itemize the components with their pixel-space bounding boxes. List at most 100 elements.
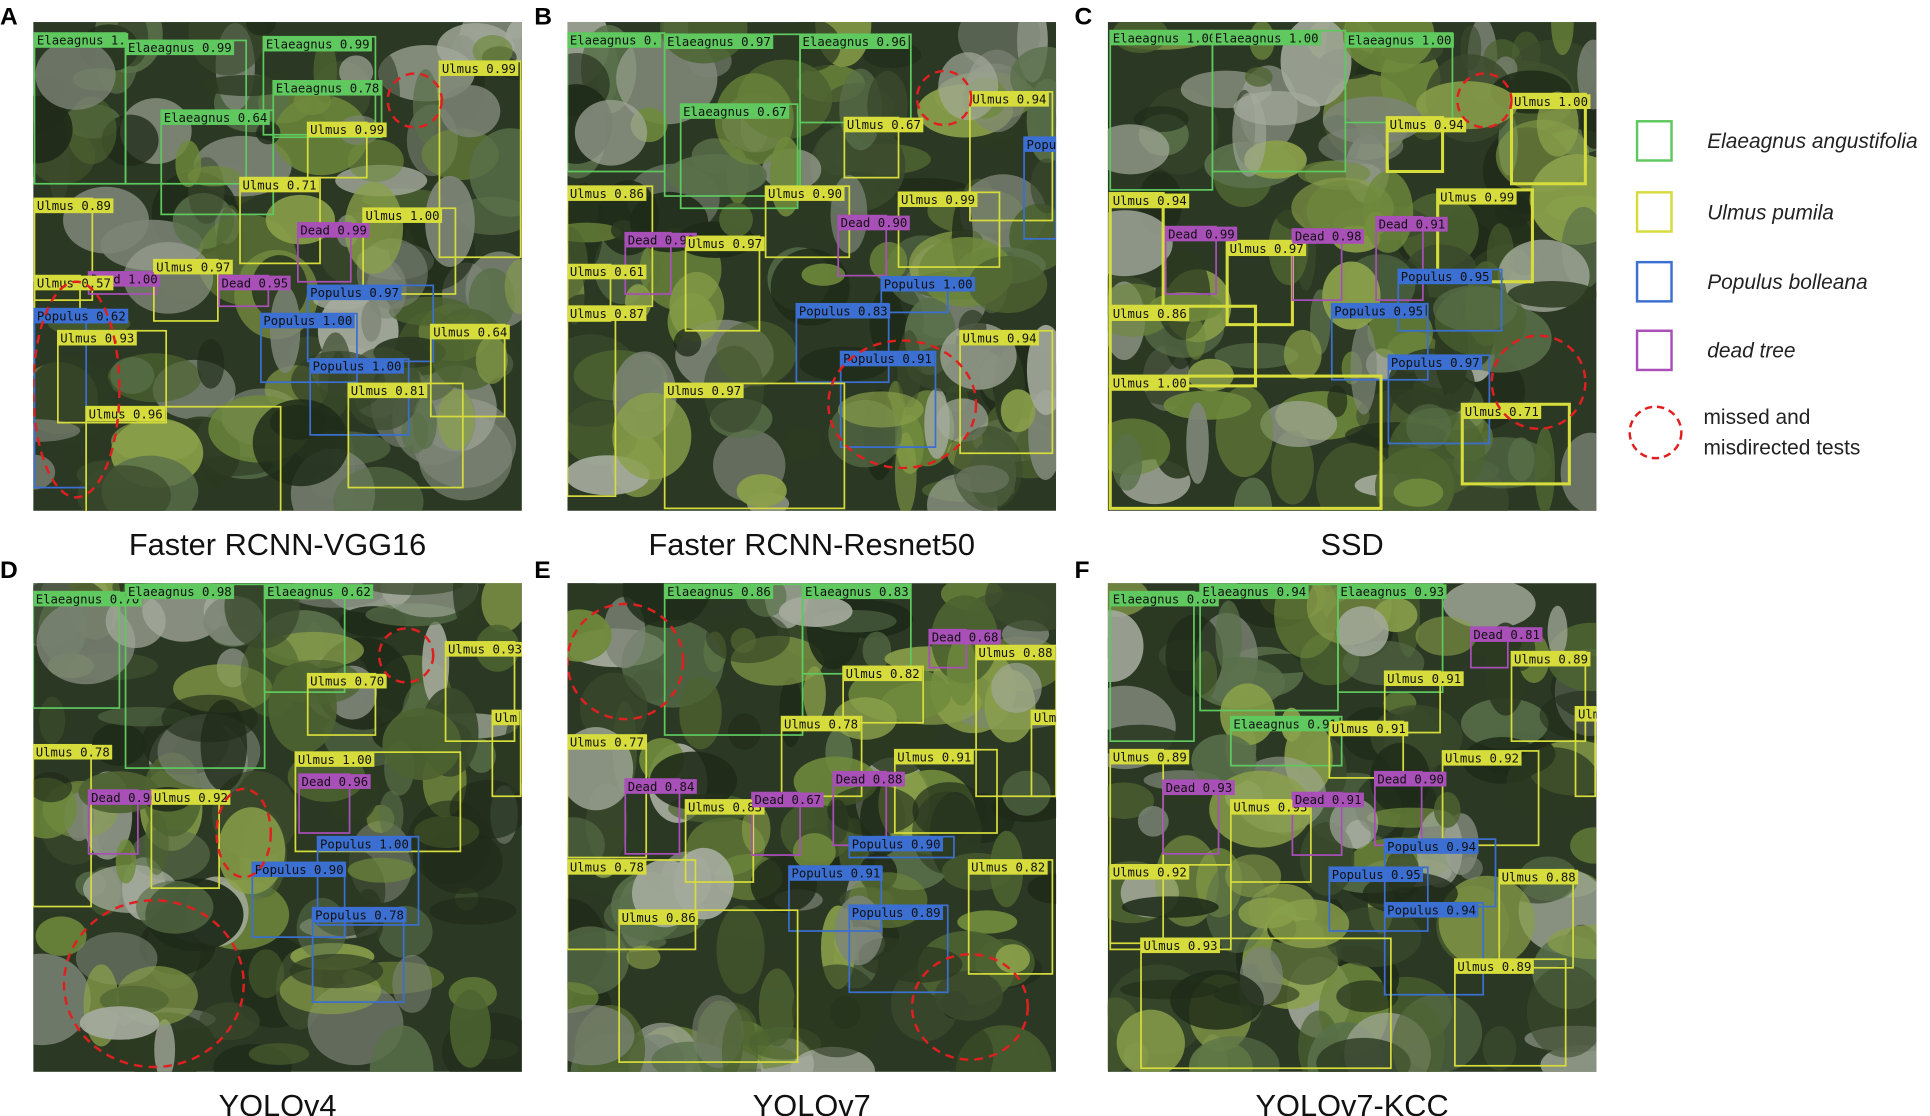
box-label: Elaeagnus 0.97 bbox=[667, 35, 771, 49]
tree-crown bbox=[1458, 856, 1483, 880]
box-label-bg bbox=[1376, 216, 1448, 232]
box-label-bg bbox=[125, 40, 235, 56]
box-label: Ulmus 0.86 bbox=[1113, 307, 1187, 321]
box-label: Populus 1.00 bbox=[313, 360, 402, 374]
tree-crown bbox=[1283, 329, 1322, 380]
tree-crown bbox=[1577, 39, 1597, 110]
tree-crown bbox=[33, 419, 81, 442]
tree-crown bbox=[985, 583, 1057, 632]
box-label: Elaeagnus 1.00 bbox=[1348, 34, 1452, 48]
box-label: Dead 0.81 bbox=[1473, 628, 1540, 642]
box-label: Ulmus 0.94 bbox=[1390, 118, 1464, 132]
panel-caption: SSD bbox=[1320, 527, 1383, 562]
box-label: Ulmus 0.81 bbox=[351, 384, 425, 398]
box-label-bg bbox=[312, 907, 407, 923]
tree-crown bbox=[1336, 606, 1389, 657]
box-label-bg bbox=[1329, 867, 1424, 883]
box-label-bg bbox=[898, 192, 978, 208]
box-label: Ulmus 0.94 bbox=[1113, 194, 1187, 208]
tree-crown bbox=[33, 454, 56, 490]
box-label: Ulmus 0.89 bbox=[1514, 652, 1588, 666]
legend-label: misdirected tests bbox=[1704, 437, 1861, 460]
box-label-bg bbox=[1388, 355, 1483, 370]
box-label-bg bbox=[1200, 584, 1309, 600]
box-label: Ulmus 0.71 bbox=[242, 178, 316, 192]
box-label: Ulmus 0.97 bbox=[156, 260, 230, 274]
detection-box bbox=[663, 382, 846, 510]
tree-crown bbox=[567, 226, 588, 299]
box-label-bg bbox=[439, 61, 519, 76]
box-label: Dead 0.67 bbox=[755, 793, 822, 807]
tree-crown bbox=[1107, 210, 1173, 277]
panel: Elaeagnus 1.Elaeagnus 0.99 Elaeagnus 0.99… bbox=[33, 22, 522, 511]
box-label: Ulm bbox=[1034, 711, 1056, 725]
box-label-bg bbox=[219, 275, 291, 291]
tree-crown bbox=[1027, 873, 1057, 904]
tree-crown bbox=[1215, 386, 1274, 478]
tree-crown bbox=[35, 39, 116, 110]
tree-crown bbox=[437, 389, 475, 451]
box-label: Ulmus 0.88 bbox=[1502, 870, 1576, 884]
box-label: Populus 1.00 bbox=[884, 278, 973, 292]
tree-crown bbox=[1225, 854, 1282, 898]
panel-caption: Faster RCNN-Resnet50 bbox=[649, 527, 976, 562]
box-label-bg bbox=[1499, 869, 1579, 885]
legend-label: missed and bbox=[1704, 406, 1811, 429]
tree-crown bbox=[240, 632, 301, 717]
tree-crown bbox=[1443, 583, 1536, 629]
box-label: Ulmus 1.00 bbox=[366, 209, 440, 223]
detection-box bbox=[618, 909, 799, 1063]
tree-crown bbox=[63, 186, 149, 254]
box-label: Ulmus 1.00 bbox=[1113, 377, 1187, 391]
box-label-bg bbox=[1442, 750, 1522, 766]
tree-crown bbox=[1433, 791, 1461, 828]
tree-crown bbox=[877, 946, 963, 983]
legend-label: Elaeagnus angustifolia bbox=[1707, 130, 1917, 153]
box-label: Elaeagnus 1.00 bbox=[1113, 31, 1217, 45]
tree-crown bbox=[504, 715, 522, 794]
box-label-bg bbox=[881, 276, 976, 292]
tree-crown bbox=[39, 696, 66, 744]
box-label-bg bbox=[664, 584, 774, 600]
box-label-bg bbox=[929, 629, 1001, 645]
box-label: Ulmus 0.92 bbox=[154, 791, 228, 805]
box-label: Ulmus 0.87 bbox=[570, 307, 644, 321]
box-label: Elaeagnus 0. bbox=[570, 34, 659, 48]
tree-crown bbox=[778, 595, 853, 627]
missed-detection-circle bbox=[910, 953, 1030, 1061]
tree-crown bbox=[1507, 281, 1597, 308]
box-label-bg bbox=[1110, 193, 1190, 209]
tree-crown bbox=[412, 396, 437, 450]
tree-crown bbox=[362, 583, 464, 596]
legend-missed-icon bbox=[1628, 405, 1683, 460]
box-label-bg bbox=[33, 591, 142, 607]
box-label: Ulmus 0.94 bbox=[963, 331, 1037, 345]
box-label-bg bbox=[625, 232, 697, 248]
box-label: Ulmus 0.91 bbox=[1332, 722, 1406, 736]
tree-crown bbox=[1000, 389, 1036, 433]
tree-crown bbox=[77, 465, 171, 511]
tree-crown bbox=[719, 202, 753, 237]
tree-crown bbox=[481, 583, 522, 632]
tree-crown bbox=[79, 1006, 160, 1040]
panel-letter: A bbox=[0, 4, 18, 31]
box-label-bg bbox=[1470, 627, 1543, 642]
tree-crown bbox=[792, 964, 883, 1058]
tree-crown bbox=[567, 222, 622, 243]
box-label-bg bbox=[57, 330, 137, 346]
box-label: Dead 0.96 bbox=[91, 791, 158, 805]
panel-caption: YOLOv4 bbox=[219, 1088, 337, 1116]
box-label-bg bbox=[1331, 303, 1426, 319]
box-label-bg bbox=[1292, 792, 1364, 808]
missed-detection-circle bbox=[827, 339, 978, 470]
tree-crown bbox=[1393, 478, 1444, 507]
box-label-bg bbox=[833, 771, 905, 787]
tree-crown bbox=[957, 910, 1018, 934]
missed-detection-circle bbox=[377, 627, 435, 684]
missed-detection-circle bbox=[567, 602, 685, 721]
tree-crown bbox=[837, 391, 924, 428]
box-label-bg bbox=[567, 33, 662, 48]
box-label: Dead 0.95 bbox=[222, 276, 289, 290]
box-label-bg bbox=[567, 186, 647, 201]
